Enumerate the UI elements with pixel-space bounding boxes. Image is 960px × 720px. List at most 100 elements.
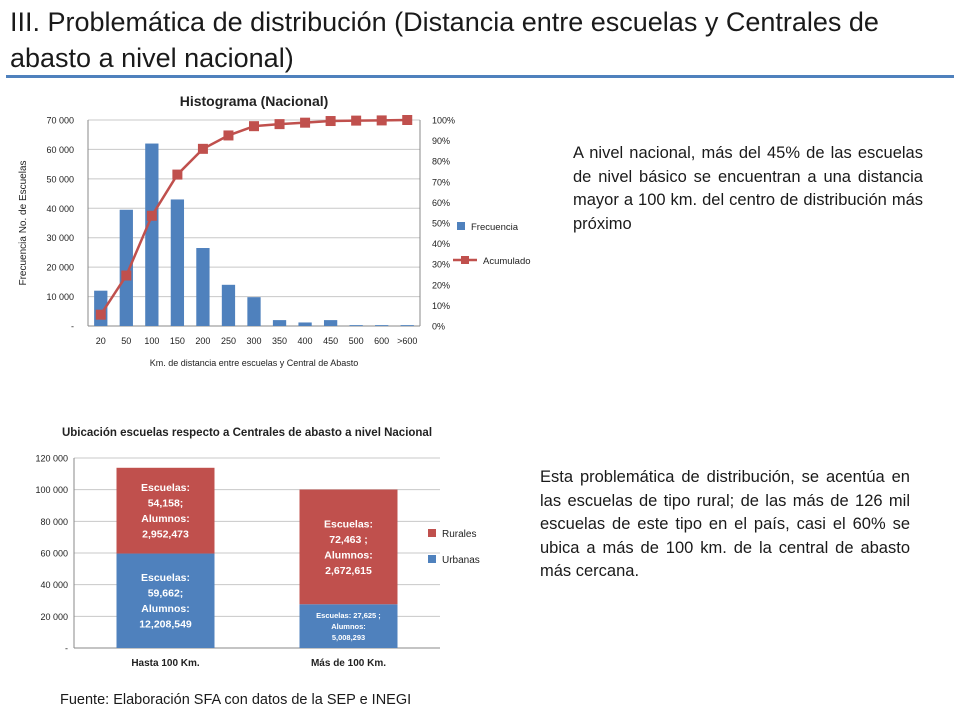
- legend-label-urbanas: Urbanas: [442, 555, 480, 566]
- y2-tick-label: 10%: [432, 301, 450, 311]
- x-tick-label: 600: [374, 336, 389, 346]
- y-axis-title: Frecuencia No. de Escuelas: [18, 160, 29, 285]
- y-tick-label: 70 000: [46, 116, 74, 126]
- legend-swatch-frecuencia: [457, 222, 465, 230]
- data-label: 12,208,549: [139, 619, 192, 631]
- x-tick-label: 400: [298, 336, 313, 346]
- data-label: Escuelas:: [324, 518, 373, 530]
- y-tick-label: 20 000: [40, 612, 68, 622]
- y-tick-label: 20 000: [46, 263, 74, 273]
- legend-swatch-urbanas: [428, 555, 436, 563]
- data-label: 54,158;: [148, 498, 184, 510]
- y-tick-label: 60 000: [46, 145, 74, 155]
- y-tick-label: 100 000: [35, 485, 68, 495]
- x-tick-label: 20: [96, 336, 106, 346]
- histogram-bar: [400, 325, 414, 326]
- x-axis-title: Km. de distancia entre escuelas y Centra…: [150, 358, 359, 368]
- legend-swatch-rurales: [428, 529, 436, 537]
- x-tick-label: >600: [397, 336, 417, 346]
- histogram-bar: [349, 325, 363, 326]
- histogram-bar: [323, 320, 338, 326]
- data-label: Alumnos:: [324, 549, 372, 561]
- x-tick-label: 50: [121, 336, 131, 346]
- x-tick-label: 450: [323, 336, 338, 346]
- histogram-bar: [170, 199, 185, 326]
- histogram-bar: [375, 325, 389, 326]
- stacked-title: Ubicación escuelas respecto a Centrales …: [62, 427, 432, 439]
- x-tick-label: Hasta 100 Km.: [131, 658, 200, 669]
- y-tick-label: 60 000: [40, 549, 68, 559]
- cumulative-marker: [300, 117, 311, 128]
- data-label: 2,952,473: [142, 529, 189, 541]
- y-tick-label: -: [65, 644, 68, 654]
- y2-tick-label: 50%: [432, 219, 450, 229]
- cumulative-marker: [121, 270, 132, 281]
- histogram-bar: [247, 297, 261, 326]
- bar-segment-rurales: [116, 467, 215, 554]
- cumulative-marker: [249, 121, 259, 132]
- cumulative-marker: [325, 116, 336, 127]
- legend-label-frecuencia: Frecuencia: [471, 222, 519, 233]
- histogram-bar: [272, 320, 287, 326]
- slide-title: III. Problemática de distribución (Dista…: [10, 7, 879, 73]
- histogram-bar: [298, 322, 312, 326]
- bar-segment-urbanas: [299, 604, 398, 648]
- data-label: 59,662;: [148, 588, 184, 600]
- paragraph-rural: Esta problemática de distribución, se ac…: [540, 468, 910, 580]
- data-label: 2,672,615: [325, 565, 372, 577]
- legend-marker-acumulado: [461, 256, 469, 264]
- data-label: Alumnos:: [331, 622, 366, 631]
- y-tick-label: 50 000: [46, 174, 74, 184]
- y2-tick-label: 0%: [432, 322, 445, 332]
- data-label: 72,463 ;: [329, 534, 368, 546]
- legend-label-rurales: Rurales: [442, 529, 476, 540]
- y-tick-label: 40 000: [46, 204, 74, 214]
- stacked-bar-chart: Ubicación escuelas respecto a Centrales …: [35, 427, 480, 669]
- histogram-title: Histograma (Nacional): [180, 93, 329, 109]
- y-tick-label: 40 000: [40, 580, 68, 590]
- data-label: Alumnos:: [141, 603, 189, 615]
- histogram-bar: [119, 209, 133, 326]
- bar-segment-rurales: [299, 489, 398, 605]
- y-tick-label: 10 000: [46, 292, 74, 302]
- source-note: Fuente: Elaboración SFA con datos de la …: [60, 692, 412, 708]
- x-tick-label: 350: [272, 336, 287, 346]
- legend-label-acumulado: Acumulado: [483, 256, 531, 267]
- x-tick-label: 200: [195, 336, 210, 346]
- y2-tick-label: 30%: [432, 260, 450, 270]
- histogram-chart: Histograma (Nacional) - 10 000 20 000 30 000…: [18, 93, 531, 368]
- x-tick-label: 100: [144, 336, 159, 346]
- x-tick-label: 500: [349, 336, 364, 346]
- y-tick-label: 120 000: [35, 454, 68, 464]
- title-underline: [6, 75, 954, 78]
- paragraph-national: A nivel nacional, más del 45% de las esc…: [573, 144, 923, 233]
- cumulative-marker: [146, 210, 157, 221]
- y2-tick-label: 90%: [432, 136, 450, 146]
- cumulative-marker: [197, 143, 208, 154]
- cumulative-marker: [274, 119, 285, 130]
- bar-segment-urbanas: [116, 553, 215, 648]
- y2-tick-label: 40%: [432, 239, 450, 249]
- data-label: Escuelas:: [141, 482, 190, 494]
- y2-tick-label: 80%: [432, 157, 450, 167]
- y2-tick-label: 70%: [432, 177, 450, 187]
- cumulative-marker: [95, 309, 106, 320]
- y-tick-label: 80 000: [40, 517, 68, 527]
- y-tick-label: -: [71, 322, 74, 332]
- cumulative-marker: [376, 115, 387, 126]
- cumulative-marker: [402, 115, 413, 125]
- y2-tick-label: 60%: [432, 198, 450, 208]
- x-tick-label: 150: [170, 336, 185, 346]
- y2-tick-label: 100%: [432, 116, 455, 126]
- x-tick-label: 250: [221, 336, 236, 346]
- histogram-bar: [145, 143, 159, 326]
- cumulative-marker: [223, 130, 234, 141]
- x-tick-label: Más de 100 Km.: [311, 658, 386, 669]
- data-label: Escuelas: 27,625 ;: [316, 611, 381, 620]
- histogram-bar: [196, 248, 210, 326]
- y-tick-label: 30 000: [46, 233, 74, 243]
- x-tick-label: 300: [246, 336, 261, 346]
- histogram-bar: [221, 284, 236, 326]
- data-label: 5,008,293: [332, 633, 365, 642]
- data-label: Escuelas:: [141, 572, 190, 584]
